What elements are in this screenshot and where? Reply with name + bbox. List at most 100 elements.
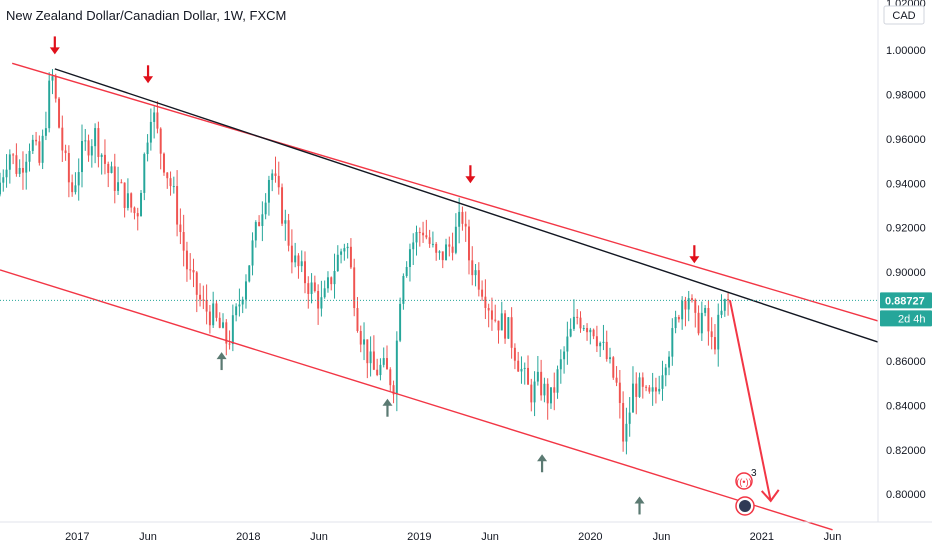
candle-body bbox=[159, 128, 162, 154]
candle-body bbox=[169, 178, 172, 187]
candle-body bbox=[15, 155, 18, 174]
event-marker-group[interactable]: ((•)) 3 bbox=[735, 468, 757, 516]
down-arrow-head bbox=[143, 76, 154, 84]
time-tick-label: Jun bbox=[139, 531, 157, 543]
price-tick-label: 1.00000 bbox=[886, 45, 926, 57]
candle-body bbox=[277, 175, 280, 188]
candle-body bbox=[477, 270, 480, 290]
price-tick-label: 0.94000 bbox=[886, 178, 926, 190]
currency-label: CAD bbox=[892, 10, 915, 22]
candle-body bbox=[71, 182, 74, 193]
candle-body bbox=[523, 367, 526, 369]
candle-body bbox=[536, 371, 539, 382]
candle-body bbox=[727, 299, 730, 301]
candle-body bbox=[631, 383, 634, 413]
candle-body bbox=[284, 220, 287, 224]
candle-body bbox=[438, 251, 441, 253]
candle-body bbox=[0, 182, 1, 195]
candle-body bbox=[123, 182, 126, 208]
price-axis[interactable]: 0.800000.820000.840000.860000.80.900000.… bbox=[877, 0, 932, 522]
candle-body bbox=[697, 312, 700, 334]
candle-body bbox=[58, 98, 61, 128]
time-tick-label: Jun bbox=[481, 531, 499, 543]
bar-countdown-text: 2d 4h bbox=[898, 313, 926, 325]
candle-body bbox=[189, 269, 192, 271]
candle-body bbox=[51, 76, 54, 81]
candle-body bbox=[113, 166, 116, 191]
candle-body bbox=[35, 139, 38, 142]
candle-body bbox=[349, 246, 352, 268]
candle-body bbox=[586, 328, 589, 333]
candle-body bbox=[199, 294, 202, 300]
candle-body bbox=[661, 375, 664, 389]
candle-body bbox=[231, 315, 234, 345]
candle-body bbox=[507, 317, 510, 339]
candle-body bbox=[153, 112, 156, 122]
candle-body bbox=[527, 367, 530, 385]
time-tick-label: Jun bbox=[310, 531, 328, 543]
candle-body bbox=[140, 192, 143, 217]
currency-badge[interactable] bbox=[883, 5, 925, 25]
candle-body bbox=[130, 193, 133, 208]
candle-body bbox=[218, 317, 221, 328]
time-tick-label: 2018 bbox=[236, 531, 260, 543]
candle-body bbox=[704, 307, 707, 313]
event-count: 3 bbox=[751, 468, 757, 479]
candle-body bbox=[464, 223, 467, 227]
candle-body bbox=[251, 240, 254, 266]
candle-body bbox=[513, 347, 516, 361]
candle-body bbox=[602, 341, 605, 343]
projection-line bbox=[728, 300, 772, 502]
price-tick-label: 0.80000 bbox=[886, 489, 926, 501]
candle-body bbox=[146, 142, 149, 155]
candle-body bbox=[326, 277, 329, 289]
candle-body bbox=[120, 182, 123, 184]
candle-body bbox=[100, 154, 103, 157]
candle-body bbox=[274, 173, 277, 176]
candle-body bbox=[435, 243, 438, 253]
candle-body bbox=[317, 291, 320, 309]
candle-body bbox=[635, 383, 638, 397]
candle-body bbox=[713, 337, 716, 350]
candle-body bbox=[671, 328, 674, 357]
candle-body bbox=[487, 307, 490, 311]
candle-body bbox=[484, 296, 487, 308]
candle-body bbox=[723, 299, 726, 311]
candle-body bbox=[67, 153, 70, 183]
candle-body bbox=[54, 76, 57, 99]
candle-body bbox=[179, 224, 182, 233]
candle-body bbox=[87, 140, 90, 156]
candle-body bbox=[248, 265, 251, 282]
candle-body bbox=[681, 300, 684, 320]
candle-body bbox=[215, 303, 218, 318]
time-axis[interactable]: 2017 Jun 2018 Jun 2019 Jun 2020 Jun 2021 Jun bbox=[0, 521, 932, 543]
candle-body bbox=[366, 339, 369, 364]
candle-body bbox=[625, 423, 628, 442]
candle-body bbox=[418, 231, 421, 233]
candle-body bbox=[185, 250, 188, 270]
candle-body bbox=[710, 331, 713, 338]
candle-body bbox=[202, 299, 205, 301]
candle-body bbox=[677, 316, 680, 320]
candle-body bbox=[222, 322, 224, 328]
candle-body bbox=[48, 80, 51, 129]
candle-body bbox=[454, 226, 457, 253]
candle-body bbox=[622, 403, 625, 442]
candle-body bbox=[212, 303, 215, 326]
candle-body bbox=[300, 261, 303, 267]
candle-body bbox=[176, 186, 179, 225]
candle-body bbox=[369, 351, 372, 364]
up-arrow-head bbox=[382, 398, 393, 406]
candle-body bbox=[589, 329, 592, 333]
candle-body bbox=[402, 275, 405, 304]
candle-body bbox=[497, 320, 500, 331]
candle-body bbox=[425, 235, 428, 238]
candle-body bbox=[376, 369, 379, 376]
candle-body bbox=[520, 368, 523, 372]
candle-body bbox=[615, 377, 618, 383]
broadcast-icon[interactable] bbox=[735, 472, 753, 490]
candle-body bbox=[31, 139, 34, 151]
candle-body bbox=[618, 382, 621, 404]
candle-body bbox=[664, 367, 667, 376]
